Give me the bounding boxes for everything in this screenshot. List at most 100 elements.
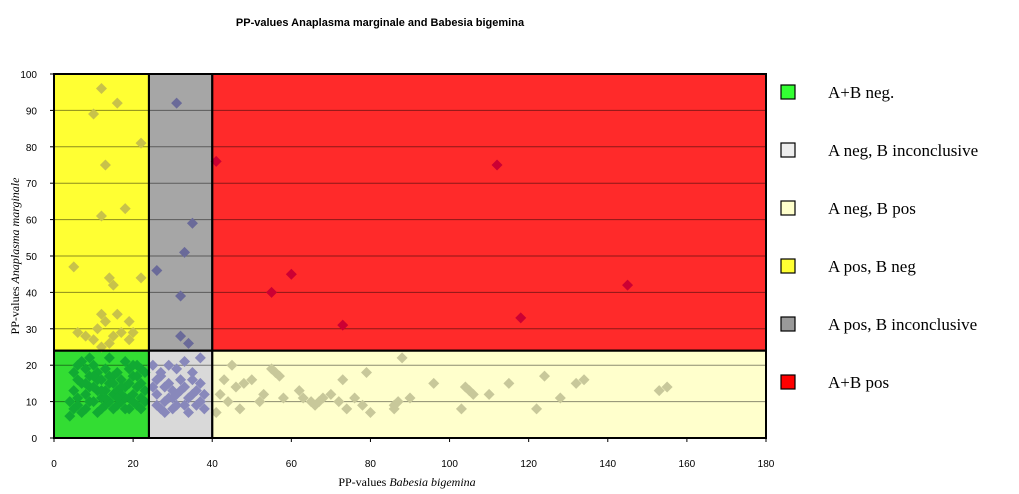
point-a-neg-b-pos-5 <box>230 381 242 393</box>
x-tick-label-120: 120 <box>520 459 537 470</box>
y-tick-label-90: 90 <box>26 106 38 117</box>
point-a-b-neg-31 <box>127 388 139 400</box>
y-tick-label-30: 30 <box>26 325 38 336</box>
point-a-neg-b-pos-4 <box>226 359 238 371</box>
point-a-b-neg-73 <box>127 359 139 371</box>
region-a-b-pos <box>212 74 766 351</box>
point-a-pos-b-inconclusive-1 <box>186 217 198 229</box>
point-a-pos-b-neg-14 <box>99 316 111 328</box>
point-a-pos-b-neg-9 <box>135 272 147 284</box>
point-a-b-neg-6 <box>80 388 92 400</box>
point-a-neg-b-inconclusive-25 <box>190 385 202 397</box>
point-a-pos-b-inconclusive-6 <box>182 337 194 349</box>
point-a-pos-b-neg-11 <box>95 308 107 320</box>
point-a-b-neg-43 <box>88 381 100 393</box>
point-a-b-neg-11 <box>88 359 100 371</box>
point-a-neg-b-inconclusive-34 <box>151 374 163 386</box>
point-a-neg-b-pos-15 <box>293 385 305 397</box>
point-a-neg-b-pos-20 <box>317 392 329 404</box>
point-a-b-neg-57 <box>64 396 76 408</box>
point-a-neg-b-pos-27 <box>360 366 372 378</box>
point-a-neg-b-pos-21 <box>325 388 337 400</box>
point-a-neg-b-inconclusive-27 <box>147 381 159 393</box>
point-a-pos-b-neg-17 <box>72 326 84 338</box>
region-border-a-b-pos <box>211 73 767 352</box>
point-a-neg-b-inconclusive-35 <box>159 407 171 419</box>
point-a-neg-b-pos-22 <box>333 396 345 408</box>
x-axis-label: PP-values Babesia bigemina <box>338 475 475 489</box>
point-a-neg-b-pos-26 <box>357 399 369 411</box>
point-a-b-pos-4 <box>622 279 634 291</box>
point-a-neg-b-pos-28 <box>364 407 376 419</box>
point-a-pos-b-neg-0 <box>95 83 107 95</box>
point-a-neg-b-inconclusive-4 <box>179 356 191 368</box>
point-a-b-pos-2 <box>285 268 297 280</box>
legend-swatch-a-neg-b-pos <box>780 200 796 216</box>
y-axis-label: PP-values Anaplasma marginale <box>8 177 22 335</box>
chart-title: PP-values Anaplasma marginale and Babesi… <box>236 17 525 29</box>
point-a-pos-b-neg-7 <box>68 261 80 273</box>
point-a-neg-b-inconclusive-19 <box>194 396 206 408</box>
point-a-neg-b-pos-43 <box>554 392 566 404</box>
y-tick-label-60: 60 <box>26 216 38 227</box>
point-a-neg-b-inconclusive-32 <box>186 366 198 378</box>
point-a-neg-b-pos-1 <box>214 388 226 400</box>
point-a-b-neg-70 <box>103 370 115 382</box>
point-a-b-neg-56 <box>139 396 151 408</box>
point-a-b-neg-26 <box>119 356 131 368</box>
point-a-neg-b-pos-46 <box>653 385 665 397</box>
point-a-b-neg-59 <box>84 352 96 364</box>
point-a-b-neg-55 <box>135 403 147 415</box>
point-a-pos-b-neg-15 <box>92 323 104 335</box>
point-a-neg-b-pos-13 <box>273 370 285 382</box>
point-a-b-neg-64 <box>123 377 135 389</box>
x-tick-label-180: 180 <box>758 459 775 470</box>
point-a-neg-b-inconclusive-13 <box>198 388 210 400</box>
point-a-neg-b-inconclusive-29 <box>163 359 175 371</box>
legend-swatch-a-b-pos <box>780 374 796 390</box>
point-a-pos-b-neg-6 <box>95 210 107 222</box>
point-a-b-neg-37 <box>139 385 151 397</box>
point-a-pos-b-neg-16 <box>115 326 127 338</box>
point-a-b-neg-38 <box>68 385 80 397</box>
point-a-pos-b-neg-8 <box>103 272 115 284</box>
point-a-neg-b-pos-0 <box>210 407 222 419</box>
point-a-neg-b-pos-34 <box>428 377 440 389</box>
classification-regions <box>54 74 766 438</box>
point-a-neg-b-pos-42 <box>538 370 550 382</box>
point-a-b-neg-49 <box>111 399 123 411</box>
point-a-b-pos-5 <box>337 319 349 331</box>
point-a-b-neg-2 <box>72 392 84 404</box>
y-tick-label-20: 20 <box>26 361 38 372</box>
point-a-neg-b-pos-41 <box>531 403 543 415</box>
point-a-neg-b-pos-6 <box>234 403 246 415</box>
point-a-neg-b-inconclusive-5 <box>186 374 198 386</box>
x-tick-label-20: 20 <box>128 459 140 470</box>
point-a-neg-b-pos-7 <box>238 377 250 389</box>
point-a-pos-b-neg-10 <box>107 279 119 291</box>
point-a-b-pos-3 <box>266 286 278 298</box>
point-a-pos-b-neg-2 <box>88 108 100 120</box>
point-a-b-neg-72 <box>119 403 131 415</box>
point-a-neg-b-pos-45 <box>578 374 590 386</box>
legend-label-a-neg-b-inconclusive: A neg, B inconclusive <box>828 141 978 160</box>
point-a-neg-b-inconclusive-33 <box>194 377 206 389</box>
point-a-neg-b-inconclusive-31 <box>179 399 191 411</box>
x-tick-label-0: 0 <box>51 459 57 470</box>
point-a-pos-b-inconclusive-3 <box>151 265 163 277</box>
point-a-neg-b-pos-23 <box>337 374 349 386</box>
point-a-neg-b-pos-38 <box>467 388 479 400</box>
legend-label-a-pos-b-neg: A pos, B neg <box>828 257 916 276</box>
point-a-neg-b-pos-8 <box>246 374 258 386</box>
legend-label-a-b-pos: A+B pos <box>828 373 889 392</box>
legend-swatch-a-neg-b-inconclusive <box>780 142 796 158</box>
legend-label-a-b-neg: A+B neg. <box>828 83 894 102</box>
tick-labels: 0 20 40 60 80 100 120 140 160 180 0 10 20 30 40 50 60 70 8… <box>20 70 774 470</box>
point-a-neg-b-inconclusive-36 <box>167 392 179 404</box>
point-a-pos-b-neg-3 <box>135 137 147 149</box>
point-a-b-neg-50 <box>115 381 127 393</box>
point-a-neg-b-pos-31 <box>392 396 404 408</box>
point-a-b-neg-62 <box>107 377 119 389</box>
legend-swatch-a-pos-b-inconclusive <box>780 316 796 332</box>
